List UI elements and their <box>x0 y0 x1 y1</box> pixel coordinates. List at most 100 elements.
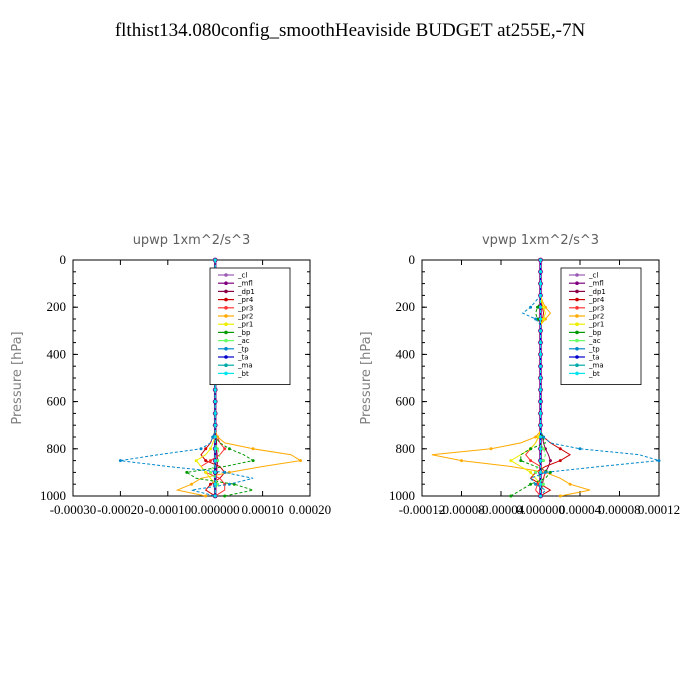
data-point-pr3 <box>529 459 533 463</box>
data-point-bt <box>213 494 217 498</box>
legend-marker <box>224 347 228 351</box>
data-point-bt <box>213 482 217 486</box>
data-point-bt <box>539 341 542 345</box>
data-point-bt <box>539 270 542 274</box>
data-point-pr2 <box>558 494 562 498</box>
legend-marker <box>224 371 228 376</box>
legend: _cl_mfl_dp1_pr4_pr3_pr2_pr1_bp_ac_tp_ta_… <box>209 267 291 385</box>
legend: _cl_mfl_dp1_pr4_pr3_pr2_pr1_bp_ac_tp_ta_… <box>560 267 642 385</box>
legend-marker <box>224 338 228 343</box>
data-point-bp <box>519 459 523 463</box>
legend-entry: _pr3 <box>237 304 253 312</box>
data-point-bt <box>539 459 542 463</box>
data-point-tp <box>578 447 582 451</box>
legend-marker <box>224 306 228 310</box>
data-point-tp <box>543 470 547 474</box>
data-point-pr1 <box>509 459 513 463</box>
data-point-bt <box>539 258 542 262</box>
data-point-bt <box>539 282 542 286</box>
data-point-pr2 <box>251 447 255 451</box>
y-tick-label: 800 <box>396 441 416 456</box>
y-tick-label: 600 <box>47 394 67 409</box>
data-point-bt <box>539 329 542 333</box>
x-tick-label: 0.00010 <box>241 502 283 517</box>
data-point-bt <box>539 376 542 380</box>
data-point-pr1 <box>542 305 545 309</box>
data-point-bp <box>223 494 227 498</box>
data-point-pr4 <box>558 447 562 451</box>
legend-entry: _tp <box>588 345 600 353</box>
legend-marker <box>575 371 579 376</box>
data-point-bt <box>539 364 542 368</box>
legend-entry: _mfl <box>588 280 604 288</box>
data-point-bt <box>213 447 217 451</box>
data-point-pr4 <box>204 459 208 463</box>
legend-marker <box>224 322 228 327</box>
y-tick-label: 1000 <box>389 488 415 503</box>
data-point-bt <box>539 494 542 498</box>
data-point-pr4 <box>204 447 208 451</box>
legend-entry: _ac <box>588 337 601 345</box>
legend-entry: _dp1 <box>588 288 606 296</box>
legend-entry: _pr2 <box>588 313 604 321</box>
legend-marker <box>575 330 579 335</box>
x-tick-label: 0.00004 <box>559 502 602 517</box>
legend-entry: _bt <box>237 370 249 378</box>
legend-entry: _pr1 <box>237 321 253 329</box>
y-tick-label: 600 <box>396 394 416 409</box>
legend-entry: _dp1 <box>237 288 255 296</box>
data-point-bt <box>539 447 542 451</box>
y-tick-label: 1000 <box>40 488 66 503</box>
data-point-ac <box>542 482 545 486</box>
data-point-tp <box>227 482 231 486</box>
data-point-bt <box>539 317 542 321</box>
data-point-bp <box>529 447 533 451</box>
legend-marker <box>575 314 579 318</box>
legend-entry: _tp <box>237 345 249 353</box>
data-point-ac <box>542 447 545 451</box>
data-point-bp <box>227 447 231 451</box>
legend-entry: _mfl <box>237 280 253 288</box>
data-point-bt <box>213 470 217 474</box>
data-point-pr1 <box>204 470 208 474</box>
y-tick-label: 200 <box>47 299 67 314</box>
data-point-bp <box>185 470 189 474</box>
x-tick-label: -0.00008 <box>438 502 485 517</box>
legend-marker <box>224 363 228 368</box>
y-tick-label: 200 <box>396 299 416 314</box>
legend-marker <box>575 297 579 302</box>
legend-entry: _bt <box>588 370 600 378</box>
data-point-pr2 <box>460 459 463 463</box>
x-tick-label: -0.00004 <box>478 502 525 517</box>
data-point-pr1 <box>194 459 198 463</box>
data-point-pr2 <box>299 459 302 463</box>
data-point-tp <box>223 470 227 474</box>
legend-entry: _pr2 <box>237 313 253 321</box>
data-point-pr2 <box>190 482 193 486</box>
data-point-ac <box>216 447 220 451</box>
data-point-bp <box>536 305 539 309</box>
legend-entry: _ma <box>588 362 604 370</box>
y-tick-label: 0 <box>409 252 416 267</box>
data-point-bt <box>539 305 542 309</box>
legend-entry: _bp <box>588 329 602 337</box>
data-point-ac <box>542 459 545 463</box>
data-point-bt <box>213 459 217 463</box>
data-point-pr1 <box>542 317 545 321</box>
y-axis-label: Pressure [hPa] <box>10 331 25 424</box>
data-point-tp <box>534 317 538 321</box>
x-tick-label: -0.00030 <box>50 502 97 517</box>
legend-marker <box>224 273 228 277</box>
x-tick-label: 0.00012 <box>638 502 680 517</box>
legend-entry: _pr1 <box>588 321 604 329</box>
x-tick-label: 0.000000 <box>516 502 565 517</box>
x-tick-label: 0.000000 <box>191 502 240 517</box>
figure-title: flthist134.080config_smoothHeaviside BUD… <box>114 20 586 41</box>
data-point-pr2 <box>204 494 208 498</box>
legend-entry: _pr3 <box>588 304 604 312</box>
data-point-pr4 <box>558 459 562 463</box>
data-point-bt <box>539 423 542 427</box>
data-point-pr1 <box>529 470 533 474</box>
y-tick-label: 800 <box>47 441 67 456</box>
data-point-bt <box>539 411 542 415</box>
